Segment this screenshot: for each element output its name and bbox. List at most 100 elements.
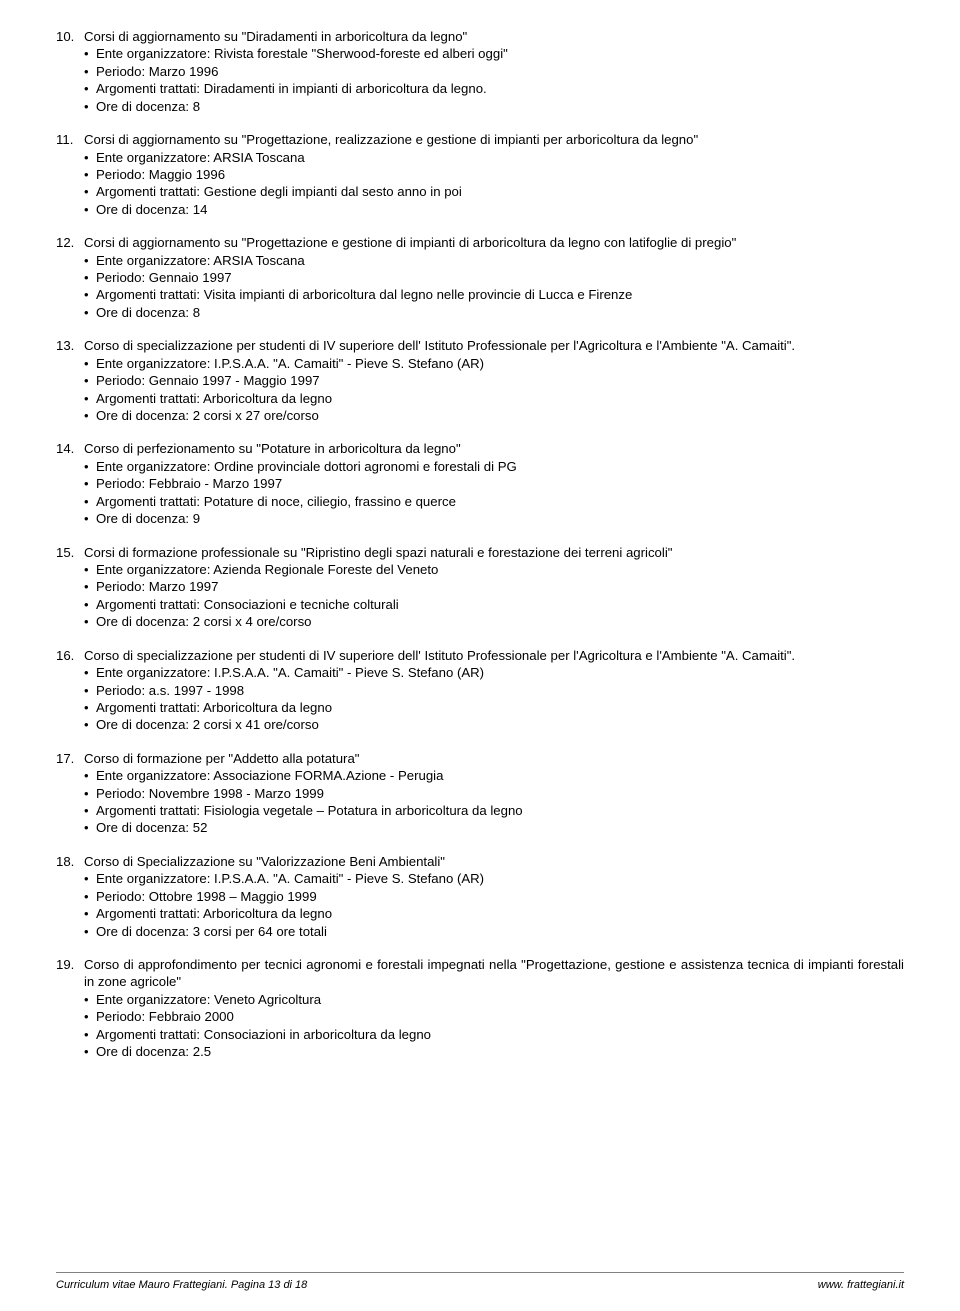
- course-item: 18.Corso di Specializzazione su "Valoriz…: [56, 853, 904, 940]
- bullet-dot-icon: •: [84, 767, 96, 784]
- course-item-head: 19.Corso di approfondimento per tecnici …: [56, 956, 904, 991]
- course-number: 11.: [56, 131, 84, 148]
- bullet-row: •Ore di docenza: 2.5: [84, 1043, 904, 1060]
- course-title: Corsi di aggiornamento su "Diradamenti i…: [84, 28, 904, 45]
- bullet-dot-icon: •: [84, 819, 96, 836]
- bullet-dot-icon: •: [84, 664, 96, 681]
- course-number: 13.: [56, 337, 84, 354]
- course-number: 16.: [56, 647, 84, 664]
- bullet-text: Ore di docenza: 8: [96, 98, 904, 115]
- bullet-dot-icon: •: [84, 1043, 96, 1060]
- bullet-text: Ente organizzatore: Veneto Agricoltura: [96, 991, 904, 1008]
- bullet-row: •Periodo: Marzo 1997: [84, 578, 904, 595]
- course-bullets: •Ente organizzatore: ARSIA Toscana•Perio…: [56, 252, 904, 322]
- bullet-text: Ente organizzatore: Azienda Regionale Fo…: [96, 561, 904, 578]
- bullet-row: •Ore di docenza: 52: [84, 819, 904, 836]
- bullet-dot-icon: •: [84, 458, 96, 475]
- bullet-row: •Ente organizzatore: Veneto Agricoltura: [84, 991, 904, 1008]
- bullet-text: Ente organizzatore: I.P.S.A.A. "A. Camai…: [96, 870, 904, 887]
- bullet-text: Argomenti trattati: Arboricoltura da leg…: [96, 390, 904, 407]
- page-footer: Curriculum vitae Mauro Frattegiani. Pagi…: [56, 1272, 904, 1291]
- page: 10.Corsi di aggiornamento su "Diradament…: [0, 0, 960, 1311]
- bullet-dot-icon: •: [84, 372, 96, 389]
- bullet-dot-icon: •: [84, 888, 96, 905]
- course-item-head: 18.Corso di Specializzazione su "Valoriz…: [56, 853, 904, 870]
- course-bullets: •Ente organizzatore: Ordine provinciale …: [56, 458, 904, 528]
- bullet-text: Argomenti trattati: Fisiologia vegetale …: [96, 802, 904, 819]
- course-item: 16.Corso di specializzazione per student…: [56, 647, 904, 734]
- bullet-text: Periodo: Gennaio 1997: [96, 269, 904, 286]
- course-item: 14.Corso di perfezionamento su "Potature…: [56, 440, 904, 527]
- bullet-dot-icon: •: [84, 870, 96, 887]
- course-item-head: 14.Corso di perfezionamento su "Potature…: [56, 440, 904, 457]
- bullet-row: •Ore di docenza: 2 corsi x 27 ore/corso: [84, 407, 904, 424]
- bullet-dot-icon: •: [84, 699, 96, 716]
- bullet-row: •Ente organizzatore: ARSIA Toscana: [84, 149, 904, 166]
- bullet-text: Ore di docenza: 2 corsi x 41 ore/corso: [96, 716, 904, 733]
- bullet-text: Periodo: Gennaio 1997 - Maggio 1997: [96, 372, 904, 389]
- course-item-head: 16.Corso di specializzazione per student…: [56, 647, 904, 664]
- bullet-text: Ente organizzatore: ARSIA Toscana: [96, 149, 904, 166]
- course-item-head: 15.Corsi di formazione professionale su …: [56, 544, 904, 561]
- bullet-dot-icon: •: [84, 149, 96, 166]
- bullet-dot-icon: •: [84, 596, 96, 613]
- bullet-dot-icon: •: [84, 682, 96, 699]
- course-item: 11.Corsi di aggiornamento su "Progettazi…: [56, 131, 904, 218]
- course-bullets: •Ente organizzatore: I.P.S.A.A. "A. Cama…: [56, 870, 904, 940]
- bullet-row: •Argomenti trattati: Arboricoltura da le…: [84, 390, 904, 407]
- bullet-text: Argomenti trattati: Diradamenti in impia…: [96, 80, 904, 97]
- bullet-text: Periodo: Marzo 1996: [96, 63, 904, 80]
- bullet-text: Ente organizzatore: Rivista forestale "S…: [96, 45, 904, 62]
- bullet-dot-icon: •: [84, 80, 96, 97]
- bullet-dot-icon: •: [84, 45, 96, 62]
- bullet-text: Ente organizzatore: Associazione FORMA.A…: [96, 767, 904, 784]
- bullet-text: Ore di docenza: 2 corsi x 27 ore/corso: [96, 407, 904, 424]
- footer-right: www. frattegiani.it: [818, 1279, 904, 1291]
- course-number: 17.: [56, 750, 84, 767]
- bullet-dot-icon: •: [84, 355, 96, 372]
- bullet-row: •Ente organizzatore: I.P.S.A.A. "A. Cama…: [84, 870, 904, 887]
- bullet-row: •Ore di docenza: 9: [84, 510, 904, 527]
- course-title: Corso di perfezionamento su "Potature in…: [84, 440, 904, 457]
- bullet-text: Argomenti trattati: Potature di noce, ci…: [96, 493, 904, 510]
- bullet-dot-icon: •: [84, 407, 96, 424]
- course-title: Corsi di formazione professionale su "Ri…: [84, 544, 904, 561]
- bullet-dot-icon: •: [84, 802, 96, 819]
- bullet-text: Argomenti trattati: Visita impianti di a…: [96, 286, 904, 303]
- course-title: Corso di specializzazione per studenti d…: [84, 337, 904, 354]
- course-bullets: •Ente organizzatore: I.P.S.A.A. "A. Cama…: [56, 664, 904, 734]
- bullet-text: Ore di docenza: 3 corsi per 64 ore total…: [96, 923, 904, 940]
- bullet-text: Periodo: Febbraio 2000: [96, 1008, 904, 1025]
- course-title: Corso di Specializzazione su "Valorizzaz…: [84, 853, 904, 870]
- bullet-row: •Argomenti trattati: Arboricoltura da le…: [84, 699, 904, 716]
- course-bullets: •Ente organizzatore: Rivista forestale "…: [56, 45, 904, 115]
- bullet-dot-icon: •: [84, 201, 96, 218]
- course-title: Corso di formazione per "Addetto alla po…: [84, 750, 904, 767]
- bullet-dot-icon: •: [84, 493, 96, 510]
- bullet-row: •Argomenti trattati: Arboricoltura da le…: [84, 905, 904, 922]
- course-item-head: 12.Corsi di aggiornamento su "Progettazi…: [56, 234, 904, 251]
- bullet-text: Periodo: Febbraio - Marzo 1997: [96, 475, 904, 492]
- course-item: 15.Corsi di formazione professionale su …: [56, 544, 904, 631]
- course-bullets: •Ente organizzatore: I.P.S.A.A. "A. Cama…: [56, 355, 904, 425]
- bullet-row: •Ente organizzatore: I.P.S.A.A. "A. Cama…: [84, 355, 904, 372]
- bullet-row: •Ente organizzatore: Ordine provinciale …: [84, 458, 904, 475]
- bullet-text: Periodo: a.s. 1997 - 1998: [96, 682, 904, 699]
- bullet-row: •Argomenti trattati: Visita impianti di …: [84, 286, 904, 303]
- bullet-row: •Argomenti trattati: Consociazioni in ar…: [84, 1026, 904, 1043]
- course-item: 19.Corso di approfondimento per tecnici …: [56, 956, 904, 1061]
- course-item-head: 13.Corso di specializzazione per student…: [56, 337, 904, 354]
- bullet-row: •Ente organizzatore: Azienda Regionale F…: [84, 561, 904, 578]
- bullet-row: •Argomenti trattati: Gestione degli impi…: [84, 183, 904, 200]
- bullet-row: •Periodo: Novembre 1998 - Marzo 1999: [84, 785, 904, 802]
- course-item: 10.Corsi di aggiornamento su "Diradament…: [56, 28, 904, 115]
- bullet-row: •Ente organizzatore: Rivista forestale "…: [84, 45, 904, 62]
- content-list: 10.Corsi di aggiornamento su "Diradament…: [56, 28, 904, 1248]
- course-number: 14.: [56, 440, 84, 457]
- bullet-dot-icon: •: [84, 923, 96, 940]
- course-item-head: 17.Corso di formazione per "Addetto alla…: [56, 750, 904, 767]
- bullet-text: Ore di docenza: 2.5: [96, 1043, 904, 1060]
- bullet-text: Argomenti trattati: Gestione degli impia…: [96, 183, 904, 200]
- bullet-row: •Argomenti trattati: Consociazioni e tec…: [84, 596, 904, 613]
- course-number: 10.: [56, 28, 84, 45]
